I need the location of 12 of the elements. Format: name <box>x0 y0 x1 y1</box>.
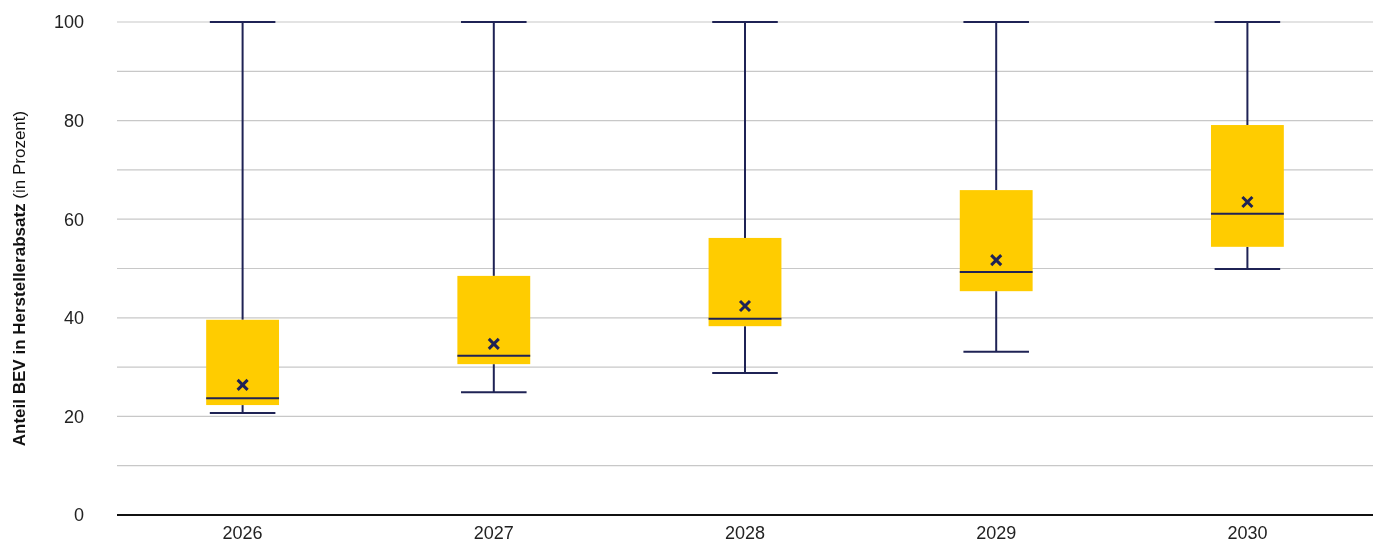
x-tick-label: 2029 <box>976 523 1017 543</box>
y-tick-label: 100 <box>53 12 84 33</box>
y-axis-title: Anteil BEV in Herstellerabsatz (in Prozent) <box>10 110 29 447</box>
y-tick-label: 20 <box>63 406 84 427</box>
y-tick-label: 80 <box>63 110 84 131</box>
y-tick-label: 40 <box>63 308 84 329</box>
x-tick-label: 2027 <box>473 523 514 543</box>
y-tick-label: 60 <box>63 209 84 230</box>
y-tick-label: 0 <box>73 505 84 526</box>
x-tick-label: 2026 <box>222 523 263 543</box>
x-tick-label: 2030 <box>1227 523 1268 543</box>
x-tick-label: 2028 <box>724 523 766 543</box>
